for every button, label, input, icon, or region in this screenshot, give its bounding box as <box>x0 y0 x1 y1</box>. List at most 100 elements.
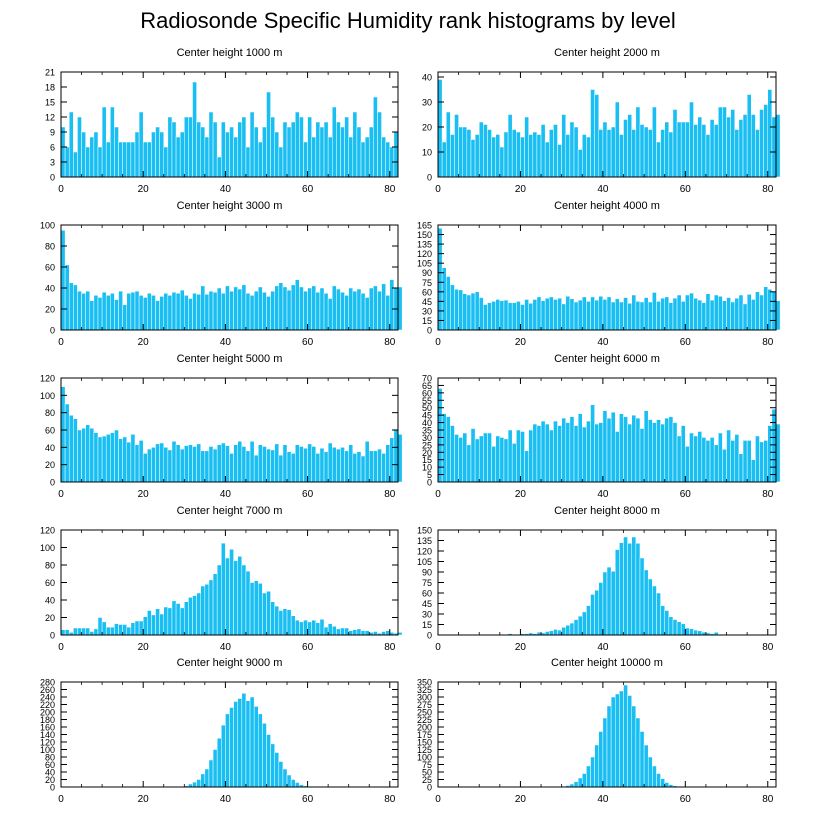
histogram-bar <box>586 605 591 636</box>
histogram-bar <box>323 121 329 178</box>
histogram-bar <box>101 435 107 483</box>
histogram-bar <box>528 134 534 178</box>
histogram-bar <box>77 290 82 331</box>
x-tick-label: 80 <box>384 794 396 805</box>
histogram-bar <box>118 290 123 331</box>
y-tick-label: 140 <box>40 730 55 740</box>
histogram-bar <box>726 429 731 483</box>
histogram-bar <box>532 423 538 483</box>
histogram-bar <box>738 294 744 331</box>
histogram-bar <box>478 297 484 331</box>
histogram-bar <box>598 129 604 178</box>
histogram-bar <box>722 300 727 331</box>
histogram-bar <box>466 444 472 483</box>
y-tick-label: 75 <box>422 278 432 288</box>
histogram-bar <box>134 620 140 636</box>
histogram-bar <box>225 445 230 483</box>
histogram-bar <box>647 756 653 788</box>
y-tick-label: 60 <box>422 589 432 599</box>
histogram-bar <box>175 444 181 483</box>
histogram-bar <box>270 601 275 636</box>
histogram-bar <box>499 300 505 331</box>
histogram-bar <box>565 134 571 178</box>
histogram-bar <box>253 454 259 483</box>
x-tick-label: 0 <box>58 337 64 348</box>
histogram-bar <box>142 141 148 178</box>
y-tick-label: 100 <box>40 221 55 231</box>
histogram-bar <box>660 778 665 788</box>
y-tick-label: 0 <box>50 783 55 793</box>
histogram-bar <box>577 777 583 788</box>
y-tick-label: 5 <box>427 470 432 480</box>
histogram-bar <box>503 131 509 178</box>
histogram-bar <box>672 297 678 331</box>
x-tick-label: 60 <box>680 184 692 195</box>
histogram-bar <box>377 448 382 483</box>
histogram-bar <box>577 299 583 331</box>
histogram-bar <box>368 126 374 178</box>
histogram-bar <box>647 129 653 178</box>
histogram-bar <box>134 444 140 483</box>
histogram-bar <box>491 136 496 178</box>
histogram-bar <box>685 121 690 178</box>
histogram-bar <box>685 446 690 483</box>
histogram-bar <box>381 631 386 636</box>
histogram-bar <box>445 416 451 483</box>
histogram-bar <box>225 557 230 636</box>
histogram-bar <box>200 450 206 483</box>
histogram-bar <box>274 285 280 331</box>
histogram-bar <box>664 121 670 178</box>
histogram-bar <box>713 294 719 331</box>
histogram-bar <box>656 141 661 178</box>
histogram-bar <box>266 91 271 178</box>
histogram-bar <box>373 450 378 483</box>
histogram-bar <box>516 429 521 483</box>
histogram-bar <box>606 566 612 636</box>
histogram-bar <box>656 419 661 483</box>
histogram-bar <box>511 443 517 483</box>
histogram-bar <box>470 428 476 483</box>
histogram-bar <box>742 303 748 331</box>
histogram-bar <box>689 292 694 331</box>
histogram-bar <box>656 592 661 636</box>
histogram-bar <box>73 151 78 178</box>
histogram-panel-10: Center height 10000 m 0 20 40 60 80 0255075100… <box>417 657 777 805</box>
y-tick-label: 40 <box>45 596 55 606</box>
histogram-bar <box>532 131 538 178</box>
x-tick-label: 40 <box>220 337 232 348</box>
histogram-bar <box>631 536 637 636</box>
histogram-bar <box>64 629 70 636</box>
x-tick-label: 60 <box>680 337 692 348</box>
histogram-bar <box>775 114 781 178</box>
histogram-bar <box>344 116 349 178</box>
histogram-bar <box>499 437 505 483</box>
y-tick-label: 0 <box>50 478 55 488</box>
histogram-bar <box>130 141 136 178</box>
histogram-bar <box>610 126 616 178</box>
x-tick-label: 80 <box>762 642 774 653</box>
y-tick-label: 135 <box>417 240 432 250</box>
histogram-bar <box>627 543 632 636</box>
histogram-bar <box>249 441 255 483</box>
histogram-bar <box>619 690 624 788</box>
histogram-bar <box>668 131 674 178</box>
histogram-bar <box>286 774 292 788</box>
histogram-bar <box>709 299 715 331</box>
histogram-bar <box>705 440 711 483</box>
histogram-bar <box>582 296 587 331</box>
histogram-bar <box>462 432 468 483</box>
histogram-bar <box>200 773 206 788</box>
histogram-bar <box>266 448 271 483</box>
histogram-bar <box>676 621 682 636</box>
histogram-bar <box>101 291 107 331</box>
panel-title: Center height 2000 m <box>554 47 660 59</box>
histogram-bar <box>216 444 222 483</box>
histogram-bar <box>364 297 370 331</box>
histogram-bar <box>278 454 284 483</box>
panel-title: Center height 10000 m <box>551 657 663 669</box>
histogram-bar <box>60 629 66 636</box>
histogram-bar <box>672 422 678 483</box>
histogram-bar <box>196 779 201 788</box>
histogram-bar <box>557 297 562 331</box>
histogram-bar <box>693 297 698 331</box>
